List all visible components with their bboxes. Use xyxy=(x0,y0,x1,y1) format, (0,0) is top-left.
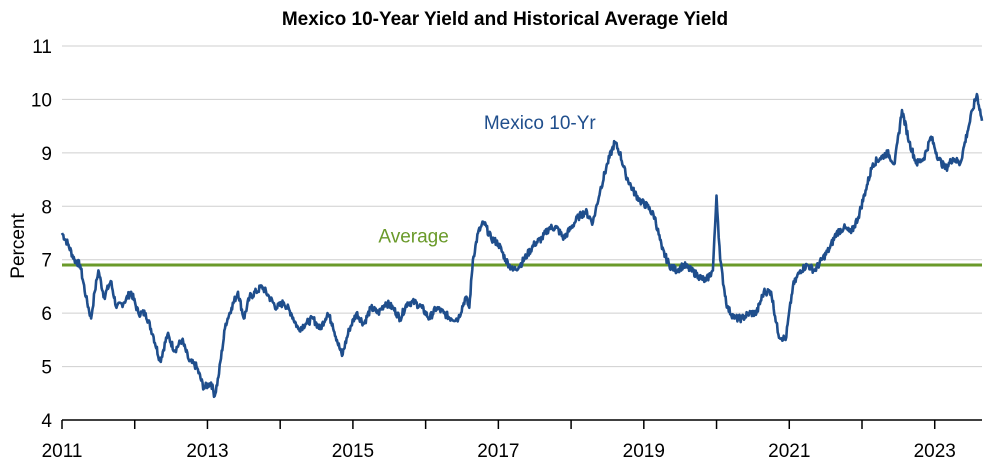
y-tick-label: 4 xyxy=(41,411,52,432)
x-tick-label: 2013 xyxy=(186,441,228,462)
y-tick-label: 6 xyxy=(41,304,52,325)
y-axis-ticks: 4 5 6 7 8 9 10 11 xyxy=(31,37,53,432)
y-tick-label: 10 xyxy=(31,90,52,111)
x-axis xyxy=(61,419,982,429)
x-tick-label: 2011 xyxy=(42,441,83,462)
x-axis-ticks: 2011 2013 2015 2017 2019 2021 2023 xyxy=(42,441,956,462)
x-tick-label: 2015 xyxy=(332,441,374,462)
y-tick-label: 9 xyxy=(41,144,52,165)
gridlines xyxy=(62,45,982,368)
chart-title: Mexico 10-Year Yield and Historical Aver… xyxy=(282,9,728,30)
y-tick-label: 7 xyxy=(41,251,52,272)
y-axis-label: Percent xyxy=(8,213,29,279)
y-tick-label: 11 xyxy=(32,37,52,58)
y-tick-label: 8 xyxy=(41,197,52,218)
y-tick-label: 5 xyxy=(41,358,52,379)
x-tick-label: 2019 xyxy=(623,441,665,462)
annotations: Mexico 10-Yr Average xyxy=(378,113,596,248)
x-tick-label: 2023 xyxy=(914,441,956,462)
series-label-mexico-10yr: Mexico 10-Yr xyxy=(484,113,597,134)
series-line-mexico-10yr xyxy=(60,92,984,399)
series-group xyxy=(60,92,984,399)
average-label: Average xyxy=(378,227,448,248)
x-tick-label: 2021 xyxy=(768,441,810,462)
x-tick-label: 2017 xyxy=(477,441,519,462)
